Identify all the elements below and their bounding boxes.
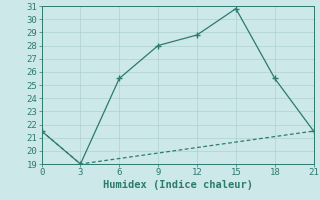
X-axis label: Humidex (Indice chaleur): Humidex (Indice chaleur) xyxy=(103,180,252,190)
